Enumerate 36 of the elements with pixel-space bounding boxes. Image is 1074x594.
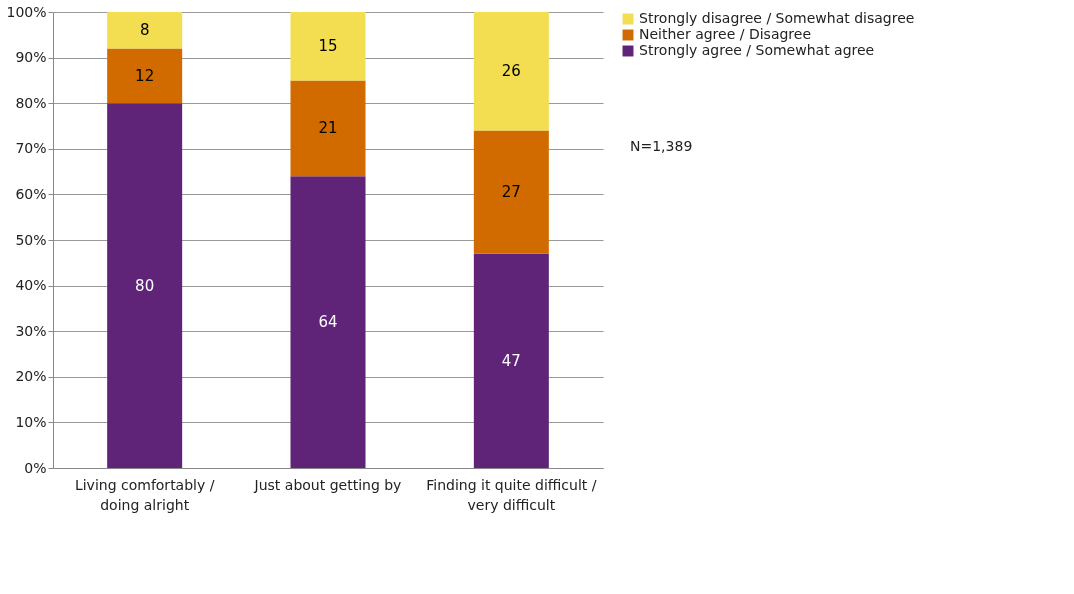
y-tick-label: 0% [24, 459, 47, 476]
data-label: 12 [135, 66, 155, 85]
bar [290, 176, 366, 468]
bar [107, 12, 183, 49]
x-tick-label: Finding it quite difficult / very difficult [426, 476, 597, 513]
bar [473, 253, 549, 468]
data-label: 64 [318, 313, 338, 332]
data-label: 21 [318, 119, 338, 138]
bar [290, 80, 366, 177]
y-tick-label: 70% [15, 140, 47, 157]
x-tick-label: Living comfortably / doing alright [74, 476, 215, 513]
y-tick-label: 80% [15, 94, 47, 111]
y-tick-label: 50% [15, 231, 47, 248]
data-label: 8 [139, 21, 150, 40]
y-tick-label: 20% [15, 368, 47, 385]
data-label: 26 [501, 62, 521, 81]
data-label: 47 [501, 351, 521, 370]
text: N=1,389 [630, 138, 693, 154]
legend-label: Strongly agree / Somewhat agree [639, 42, 875, 58]
data-label: 80 [135, 276, 155, 295]
data-label: 27 [501, 183, 521, 202]
y-tick-label: 100% [6, 3, 47, 20]
legend-label: Strongly disagree / Somewhat disagree [639, 10, 915, 26]
bar [107, 48, 183, 104]
bar [290, 12, 366, 81]
bar [107, 103, 183, 468]
y-tick-label: 40% [15, 277, 47, 294]
legend-label: Neither agree / Disagree [639, 26, 812, 42]
data-label: 15 [318, 37, 338, 56]
y-tick-label: 10% [15, 413, 47, 430]
y-tick-label: 90% [15, 49, 47, 66]
bar [473, 130, 549, 254]
bar [473, 12, 549, 131]
y-tick-label: 60% [15, 185, 47, 202]
y-tick-label: 30% [15, 322, 47, 339]
x-tick-label: Just about getting by [253, 476, 402, 493]
